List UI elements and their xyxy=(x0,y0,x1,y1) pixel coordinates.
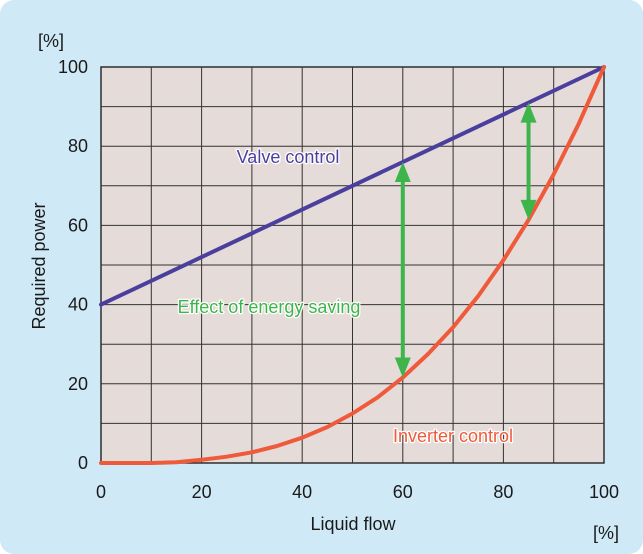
energy-saving-arrow xyxy=(520,102,537,220)
x-tick-label: 80 xyxy=(493,482,513,502)
arrow-layer xyxy=(394,102,537,378)
y-axis-unit: [%] xyxy=(38,31,64,51)
x-axis-unit: [%] xyxy=(593,523,619,543)
series-line-inverter-control xyxy=(99,65,606,465)
tick-layer: 0 20 40 60 80 100 0 20 40 60 80 100 xyxy=(58,57,619,502)
series-label-valve-control: Valve control xyxy=(237,147,340,167)
y-tick-label: 80 xyxy=(68,136,88,156)
x-tick-label: 0 xyxy=(96,482,106,502)
x-tick-label: 60 xyxy=(393,482,413,502)
energy-saving-arrow xyxy=(394,162,411,378)
x-tick-label: 40 xyxy=(292,482,312,502)
series-label-inverter-control: Inverter control xyxy=(393,426,513,446)
series-layer xyxy=(99,65,606,465)
x-axis-label: Liquid flow xyxy=(310,514,396,534)
y-axis-label: Required power xyxy=(29,202,49,329)
y-tick-label: 60 xyxy=(68,215,88,235)
x-tick-label: 20 xyxy=(192,482,212,502)
y-tick-label: 100 xyxy=(58,57,88,77)
x-tick-label: 100 xyxy=(589,482,619,502)
y-tick-label: 40 xyxy=(68,295,88,315)
y-tick-label: 0 xyxy=(78,453,88,473)
annotation-energy-saving: Effect of energy saving xyxy=(178,297,361,317)
series-line-valve-control xyxy=(99,65,606,307)
y-tick-label: 20 xyxy=(68,374,88,394)
